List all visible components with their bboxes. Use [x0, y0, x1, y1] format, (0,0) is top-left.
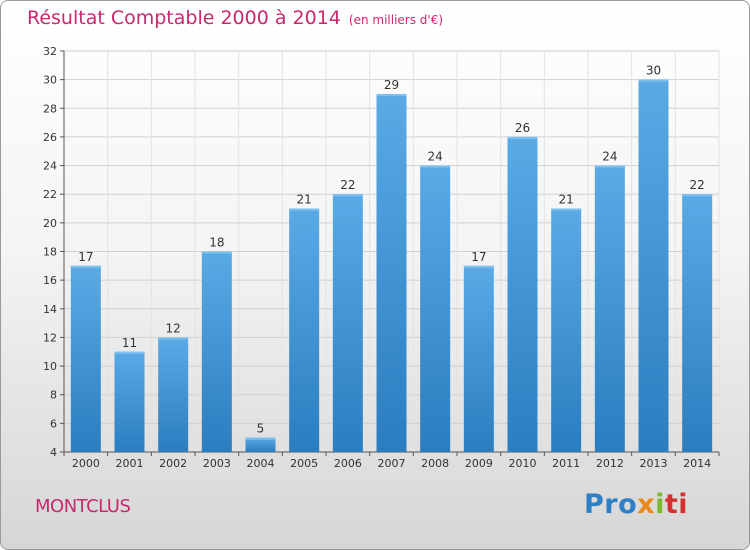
- x-tick-label: 2004: [247, 457, 275, 470]
- bar-2011: [551, 208, 582, 452]
- x-tick-label: 2014: [683, 457, 711, 470]
- value-label-2003: 18: [209, 236, 224, 250]
- y-tick-label: 32: [43, 45, 57, 58]
- y-tick-label: 8: [50, 389, 57, 402]
- chart-title: Résultat Comptable 2000 à 2014 (en millie…: [27, 7, 443, 29]
- bar-2003: [201, 251, 232, 452]
- bar-highlight: [332, 194, 363, 197]
- bar-2014: [682, 194, 713, 452]
- x-tick-label: 2002: [159, 457, 187, 470]
- value-label-2011: 21: [559, 193, 574, 207]
- logo-part-2: x: [637, 489, 656, 520]
- logo-part-3: i: [655, 489, 665, 520]
- bars: [70, 79, 713, 453]
- y-tick-label: 24: [43, 160, 57, 173]
- x-tick-label: 2009: [465, 457, 493, 470]
- bar-2001: [114, 351, 145, 452]
- bar-highlight: [507, 136, 538, 139]
- bar-2005: [289, 208, 320, 452]
- value-label-2005: 21: [297, 193, 312, 207]
- bar-highlight: [70, 265, 101, 268]
- bar-2007: [376, 93, 407, 452]
- bar-highlight: [289, 208, 320, 211]
- value-label-2000: 17: [78, 250, 93, 264]
- value-label-2014: 22: [690, 178, 705, 192]
- value-label-2001: 11: [122, 336, 137, 350]
- y-tick-label: 14: [43, 303, 57, 316]
- bar-2010: [507, 136, 538, 452]
- x-tick-label: 2001: [116, 457, 144, 470]
- value-label-2009: 17: [471, 250, 486, 264]
- y-tick-label: 28: [43, 102, 57, 115]
- x-tick-label: 2007: [378, 457, 406, 470]
- y-tick-label: 12: [43, 331, 57, 344]
- y-tick-label: 6: [50, 417, 57, 430]
- y-tick-label: 26: [43, 131, 57, 144]
- y-tick-label: 22: [43, 188, 57, 201]
- bar-2012: [594, 165, 625, 453]
- bar-2004: [245, 437, 276, 452]
- bar-highlight: [594, 165, 625, 168]
- bar-highlight: [376, 93, 407, 96]
- bar-highlight: [158, 337, 189, 340]
- bar-2002: [158, 337, 189, 452]
- x-tick-label: 2010: [509, 457, 537, 470]
- proxiti-logo: Proxiti: [584, 489, 688, 520]
- value-label-2004: 5: [257, 422, 265, 436]
- bar-2006: [332, 194, 363, 452]
- y-tick-label: 16: [43, 274, 57, 287]
- logo-part-4: ti: [664, 489, 689, 520]
- y-tick-label: 18: [43, 246, 57, 259]
- bar-2000: [70, 265, 101, 452]
- y-tick-label: 20: [43, 217, 57, 230]
- y-tick-label: 30: [43, 74, 57, 87]
- bar-highlight: [201, 251, 232, 254]
- value-label-2002: 12: [166, 321, 181, 335]
- value-labels: 17 11 12 18 5 21 22 29 24 17 26 21 24 30 22: [78, 64, 705, 436]
- x-tick-label: 2000: [72, 457, 100, 470]
- chart-subtitle: (en milliers d'€): [348, 13, 444, 27]
- title-text: Résultat Comptable 2000 à 2014: [27, 7, 341, 29]
- value-label-2010: 26: [515, 121, 530, 135]
- x-tick-label: 2005: [290, 457, 318, 470]
- x-tick-label: 2012: [596, 457, 624, 470]
- bar-highlight: [114, 351, 145, 354]
- value-label-2012: 24: [602, 150, 617, 164]
- bar-2013: [638, 79, 669, 453]
- logo-part-1: Pro: [584, 489, 638, 520]
- place-name: MONTCLUS: [35, 496, 131, 517]
- bar-highlight: [551, 208, 582, 211]
- bar-highlight: [463, 265, 494, 268]
- y-tick-label: 10: [43, 360, 57, 373]
- x-tick-label: 2006: [334, 457, 362, 470]
- x-tick-label: 2003: [203, 457, 231, 470]
- bar-highlight: [638, 79, 669, 82]
- bar-2008: [420, 165, 451, 453]
- bar-highlight: [420, 165, 451, 168]
- x-tick-label: 2011: [552, 457, 580, 470]
- y-tick-label: 4: [50, 446, 57, 459]
- bar-highlight: [682, 194, 713, 197]
- bar-2009: [463, 265, 494, 452]
- value-label-2007: 29: [384, 78, 399, 92]
- x-tick-label: 2013: [640, 457, 668, 470]
- value-label-2008: 24: [428, 150, 443, 164]
- x-tick-label: 2008: [421, 457, 449, 470]
- value-label-2013: 30: [646, 64, 661, 78]
- bar-highlight: [245, 437, 276, 440]
- value-label-2006: 22: [340, 178, 355, 192]
